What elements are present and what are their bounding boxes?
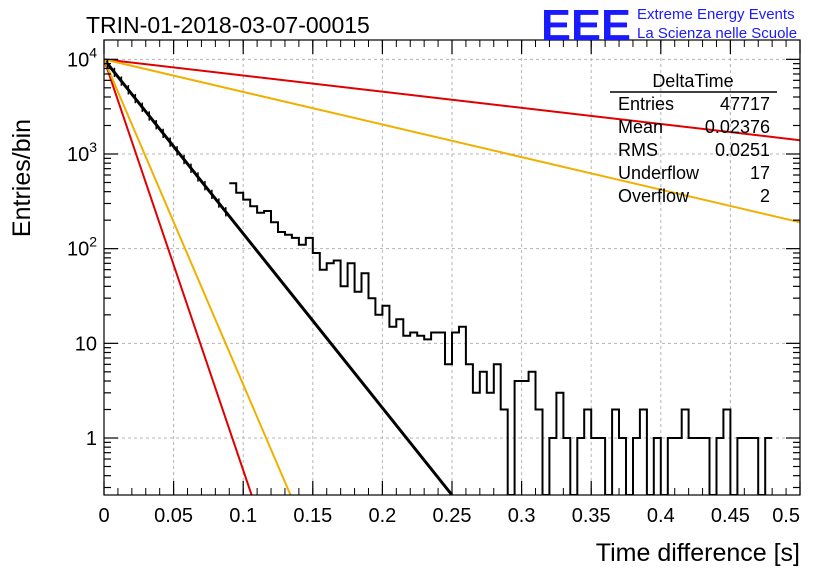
stats-row-label: Overflow xyxy=(618,186,690,206)
fit-curves xyxy=(104,58,800,495)
y-tick-label: 104 xyxy=(67,44,97,71)
x-tick-label: 0.45 xyxy=(711,505,750,527)
x-tick-label: 0.4 xyxy=(647,505,675,527)
eee-logo: EEE Extreme Energy Events La Scienza nel… xyxy=(541,1,797,50)
plot-title: TRIN-01-2018-03-07-00015 xyxy=(86,12,370,38)
x-axis-label: Time difference [s] xyxy=(596,539,800,567)
y-axis-label: Entries/bin xyxy=(8,119,36,237)
fit-line xyxy=(104,58,800,142)
fit-line xyxy=(104,58,292,495)
stats-row-value: 2 xyxy=(760,186,770,206)
y-tick-label: 1 xyxy=(86,428,97,450)
stats-row-value: 0.02376 xyxy=(705,117,770,137)
y-tick-label: 10 xyxy=(75,333,97,355)
x-tick-label: 0.25 xyxy=(433,505,472,527)
stats-box: DeltaTime Entries 47717 Mean 0.02376 RMS 0.02… xyxy=(610,71,777,206)
y-tick-label: 102 xyxy=(67,234,97,261)
x-tick-label: 0.3 xyxy=(508,505,536,527)
x-tick-label: 0.1 xyxy=(229,505,257,527)
stats-box-title: DeltaTime xyxy=(652,71,733,91)
stats-rows: Entries 47717 Mean 0.02376 RMS 0.0251 Underflo… xyxy=(618,94,770,206)
fit-line xyxy=(104,58,454,495)
x-tick-label: 0 xyxy=(98,505,109,527)
stats-row-label: Underflow xyxy=(618,163,700,183)
y-axis-ticks: 1 10 102 103 104 xyxy=(67,44,800,489)
stats-row-value: 17 xyxy=(750,163,770,183)
eee-logo-line2: La Scienza nelle Scuole xyxy=(637,25,797,42)
x-tick-label: 0.2 xyxy=(368,505,396,527)
eee-logo-mark: EEE xyxy=(541,1,631,50)
x-tick-label: 0.05 xyxy=(154,505,193,527)
fit-line xyxy=(104,58,800,224)
stats-row-label: RMS xyxy=(618,140,658,160)
stats-row-label: Entries xyxy=(618,94,674,114)
fit-line xyxy=(104,58,253,495)
x-axis-ticks: 0 0.05 0.1 0.15 0.2 0.25 0.3 0.35 0.4 0.45 0.5 xyxy=(98,40,801,527)
stats-row-value: 0.0251 xyxy=(715,140,770,160)
stats-row-value: 47717 xyxy=(720,94,770,114)
x-tick-label: 0.35 xyxy=(572,505,611,527)
stats-row-label: Mean xyxy=(618,117,663,137)
y-tick-label: 103 xyxy=(67,139,97,166)
x-tick-label: 0.15 xyxy=(293,505,332,527)
eee-logo-line1: Extreme Energy Events xyxy=(637,6,795,23)
histogram-steps xyxy=(229,182,773,495)
x-tick-label: 0.5 xyxy=(772,505,800,527)
